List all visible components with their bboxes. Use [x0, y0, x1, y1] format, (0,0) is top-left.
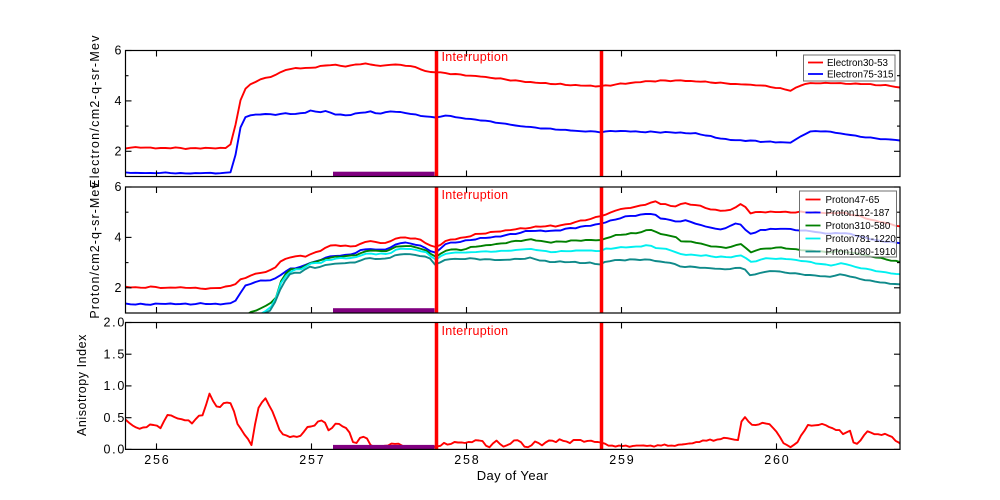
- svg-text:Day of Year: Day of Year: [477, 468, 549, 483]
- svg-text:259: 259: [609, 453, 635, 467]
- svg-text:Interruption: Interruption: [442, 50, 509, 64]
- svg-text:Proton310-580: Proton310-580: [826, 221, 891, 232]
- svg-text:257: 257: [299, 453, 325, 467]
- svg-text:258: 258: [454, 453, 480, 467]
- svg-text:Proton/cm2-q-sr-Mev: Proton/cm2-q-sr-Mev: [88, 181, 102, 318]
- svg-text:2: 2: [115, 145, 122, 159]
- svg-text:Proton112-187: Proton112-187: [826, 208, 890, 219]
- svg-text:256: 256: [144, 453, 170, 467]
- svg-text:2.0: 2.0: [104, 316, 126, 330]
- svg-text:0.0: 0.0: [104, 443, 126, 457]
- svg-text:Proton47-65: Proton47-65: [826, 195, 880, 206]
- svg-text:1.0: 1.0: [104, 379, 126, 393]
- svg-text:Proton781-1220: Proton781-1220: [826, 234, 897, 245]
- svg-text:Interruption: Interruption: [442, 188, 509, 202]
- svg-text:Electron30-53: Electron30-53: [827, 58, 889, 69]
- svg-text:Prton1080-1910: Prton1080-1910: [826, 247, 897, 258]
- svg-text:6: 6: [115, 180, 122, 194]
- svg-text:1.5: 1.5: [104, 347, 126, 361]
- svg-text:4: 4: [115, 94, 122, 108]
- svg-text:Interruption: Interruption: [442, 324, 509, 338]
- svg-text:260: 260: [764, 453, 790, 467]
- svg-text:4: 4: [115, 231, 122, 245]
- svg-text:Electron/cm2-q-sr-Mev: Electron/cm2-q-sr-Mev: [88, 34, 102, 188]
- svg-text:6: 6: [115, 44, 122, 58]
- svg-text:2: 2: [115, 281, 122, 295]
- svg-text:Electron75-315: Electron75-315: [827, 69, 894, 80]
- svg-text:Anisotropy Index: Anisotropy Index: [75, 334, 89, 436]
- svg-text:0.5: 0.5: [104, 411, 126, 425]
